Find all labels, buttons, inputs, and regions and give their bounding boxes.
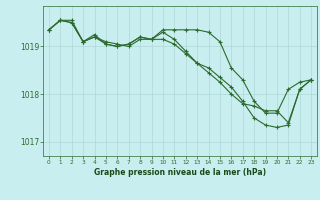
X-axis label: Graphe pression niveau de la mer (hPa): Graphe pression niveau de la mer (hPa) bbox=[94, 168, 266, 177]
